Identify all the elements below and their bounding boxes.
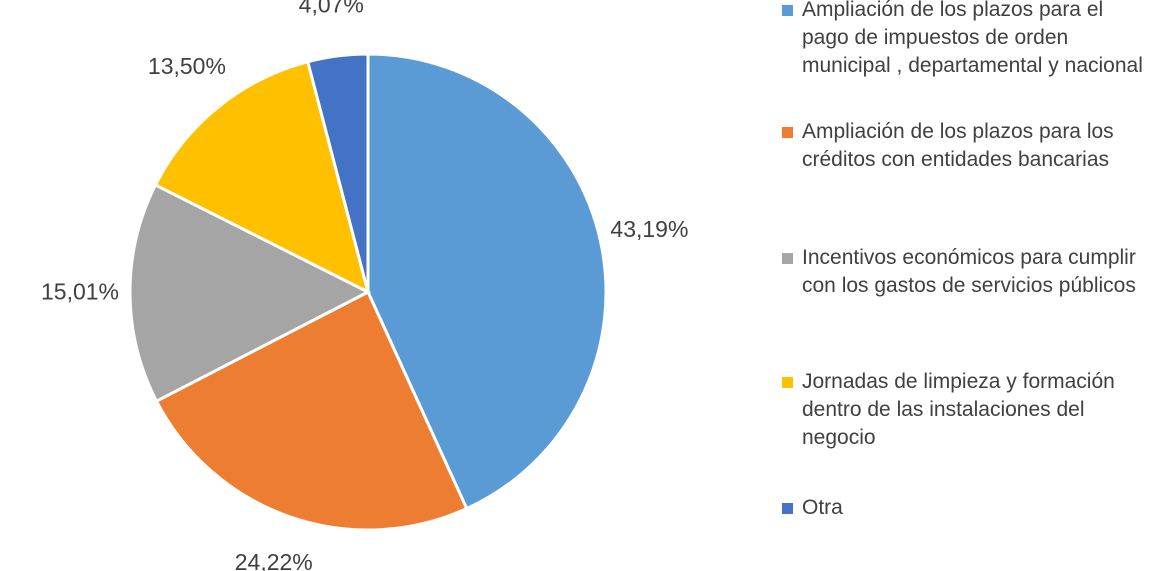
legend-item: Jornadas de limpieza y formación dentro … bbox=[780, 368, 1150, 452]
legend-item: Ampliación de los plazos para el pago de… bbox=[780, 0, 1150, 80]
legend-item: Ampliación de los plazos para los crédit… bbox=[780, 118, 1150, 174]
legend-swatch bbox=[782, 377, 793, 388]
pie-slice bbox=[154, 289, 469, 532]
legend-item: Otra bbox=[780, 494, 1150, 522]
legend: Ampliación de los plazos para el pago de… bbox=[780, 0, 1158, 571]
data-label: 13,50% bbox=[148, 53, 226, 79]
legend-label: Ampliación de los plazos para los crédit… bbox=[802, 120, 1114, 171]
legend-label: Incentivos económicos para cumplir con l… bbox=[802, 246, 1136, 297]
legend-label: Otra bbox=[802, 496, 843, 519]
pie-slice bbox=[128, 182, 372, 404]
pie-slice bbox=[153, 59, 371, 295]
legend-label: Jornadas de limpieza y formación dentro … bbox=[802, 370, 1115, 449]
legend-swatch bbox=[782, 253, 793, 264]
pie-slice bbox=[305, 52, 370, 293]
data-label: 4,07% bbox=[299, 0, 364, 17]
data-label: 24,22% bbox=[235, 549, 313, 571]
legend-swatch bbox=[782, 127, 793, 138]
chart: 43,19% 24,22% 15,01% 13,50% 4,07% bbox=[41, 0, 688, 571]
data-label: 43,19% bbox=[610, 216, 688, 242]
legend-item: Incentivos económicos para cumplir con l… bbox=[780, 244, 1150, 300]
legend-swatch bbox=[782, 503, 793, 514]
legend-label: Ampliación de los plazos para el pago de… bbox=[802, 0, 1143, 77]
legend-swatch bbox=[782, 5, 793, 16]
data-label: 15,01% bbox=[41, 278, 119, 304]
pie-slice bbox=[366, 52, 608, 511]
